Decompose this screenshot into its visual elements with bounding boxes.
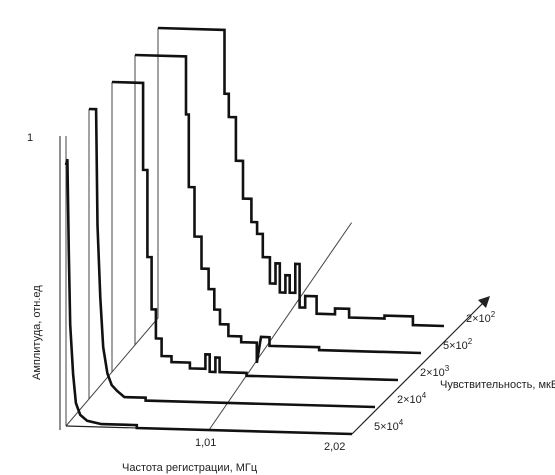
y-tick-label: 1	[27, 132, 33, 144]
guide-diagonal-mid	[208, 222, 353, 431]
series-label: 2×102	[466, 310, 496, 325]
series-label: 5×104	[374, 418, 404, 433]
series-label: 5×102	[443, 337, 473, 352]
z-axis-label: Чувствительность, мкВ	[440, 379, 555, 391]
z-axis-line	[351, 299, 487, 435]
x-axis-label: Частота регистрации, МГц	[122, 462, 258, 474]
y-axis-label: Амплитуда, отн.ед	[31, 285, 43, 380]
series-line	[88, 107, 376, 409]
series-label: 2×104	[397, 391, 427, 406]
series-line	[111, 80, 399, 382]
series-line	[64, 158, 353, 436]
x-tick-label: 2,02	[324, 441, 345, 453]
guide-lines	[65, 28, 353, 431]
series-line	[134, 53, 422, 364]
x-tick-label: 1,01	[195, 437, 216, 449]
labels-group: 2×102 5×102 2×103 2×104 5×104 1,01 2,02 1 Частот…	[27, 132, 555, 474]
depth-axis-left	[65, 317, 159, 427]
series-label: 2×103	[420, 364, 450, 379]
z-axis-arrowhead	[478, 296, 490, 308]
axes	[59, 136, 490, 435]
series-group	[64, 26, 445, 436]
series-line	[157, 26, 445, 328]
